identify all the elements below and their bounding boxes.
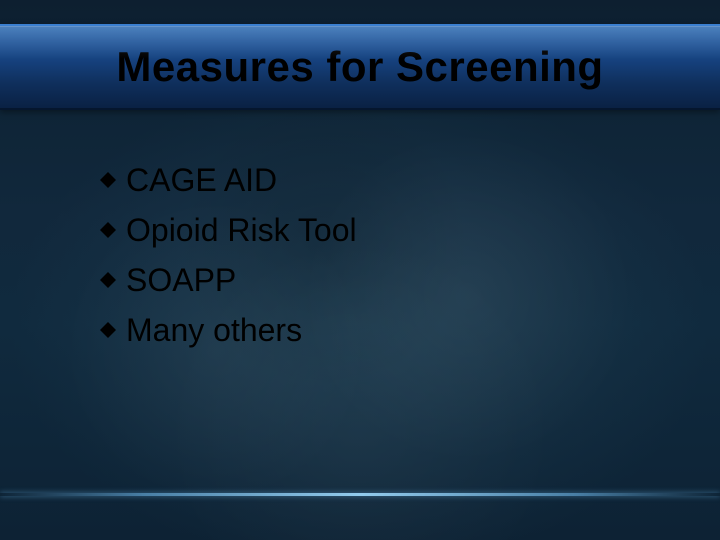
- bullet-list: CAGE AID Opioid Risk Tool SOAPP Many oth…: [100, 160, 660, 360]
- diamond-icon: [100, 272, 116, 288]
- divider: [0, 493, 720, 496]
- diamond-icon: [100, 172, 116, 188]
- bullet-text: CAGE AID: [126, 160, 277, 200]
- title-bar: Measures for Screening: [0, 24, 720, 110]
- diamond-icon: [100, 322, 116, 338]
- list-item: CAGE AID: [100, 160, 660, 200]
- bullet-text: Many others: [126, 310, 302, 350]
- list-item: Many others: [100, 310, 660, 350]
- bullet-text: SOAPP: [126, 260, 236, 300]
- list-item: Opioid Risk Tool: [100, 210, 660, 250]
- diamond-icon: [100, 222, 116, 238]
- bullet-text: Opioid Risk Tool: [126, 210, 357, 250]
- slide-title: Measures for Screening: [0, 43, 720, 91]
- list-item: SOAPP: [100, 260, 660, 300]
